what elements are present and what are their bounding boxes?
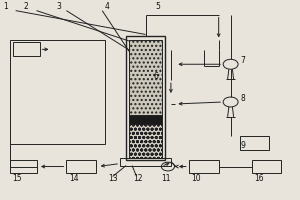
Text: 2: 2 <box>24 2 28 11</box>
Bar <box>129 40 162 116</box>
Text: 10: 10 <box>191 174 201 183</box>
Text: 3: 3 <box>56 2 61 11</box>
Text: 9: 9 <box>240 141 245 150</box>
Text: 16: 16 <box>254 174 264 183</box>
Bar <box>10 40 105 144</box>
Text: 5: 5 <box>155 2 160 11</box>
Bar <box>251 160 281 173</box>
Text: 13: 13 <box>108 174 118 183</box>
Text: 8: 8 <box>240 94 245 103</box>
Bar <box>129 115 162 124</box>
Bar <box>126 36 165 160</box>
Text: 4: 4 <box>104 2 109 11</box>
Bar <box>13 42 40 56</box>
Text: 11: 11 <box>161 174 171 183</box>
Text: 14: 14 <box>69 174 79 183</box>
Bar <box>129 124 162 158</box>
Text: 1: 1 <box>4 2 8 11</box>
Bar <box>189 160 219 173</box>
Bar <box>10 160 37 173</box>
Text: 6: 6 <box>154 72 158 81</box>
Text: 12: 12 <box>133 174 143 183</box>
Text: 15: 15 <box>12 174 21 183</box>
Bar <box>66 160 96 173</box>
Text: 7: 7 <box>240 56 245 65</box>
Bar <box>240 136 269 150</box>
Bar <box>120 158 171 166</box>
